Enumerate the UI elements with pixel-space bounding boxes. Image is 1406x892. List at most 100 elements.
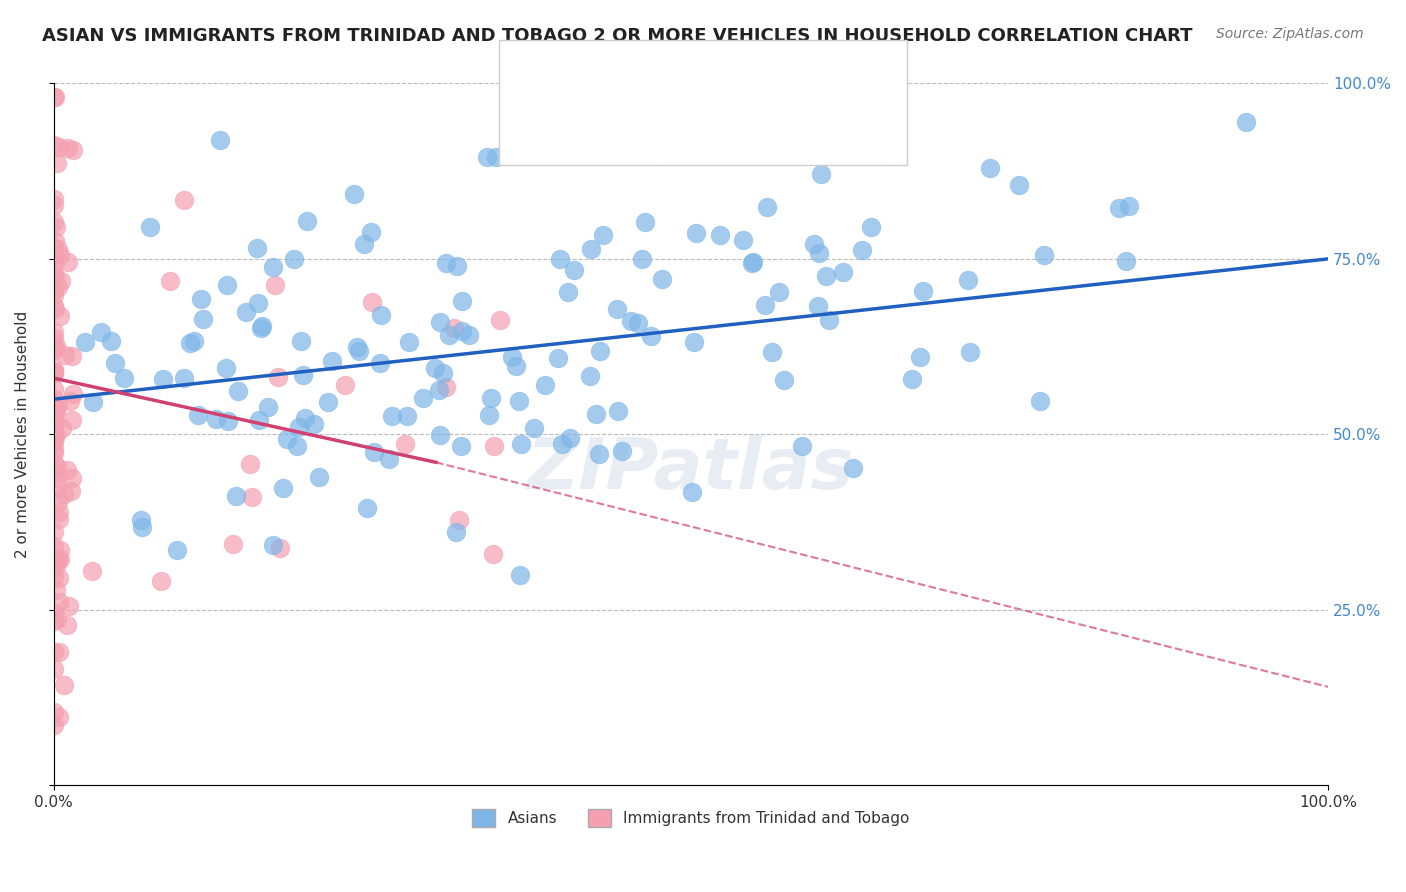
Point	[756, 200, 779, 214]
Point	[42, 562, 65, 576]
Point	[631, 252, 654, 266]
Point	[287, 420, 309, 434]
Point	[44, 90, 66, 104]
Point	[741, 255, 763, 269]
Point	[1029, 394, 1052, 409]
Point	[287, 439, 309, 453]
Point	[262, 538, 284, 552]
Point	[42, 326, 65, 340]
Point	[45, 481, 67, 495]
Point	[49, 274, 72, 288]
Point	[42, 198, 65, 212]
Point	[48, 571, 70, 585]
Point	[56, 617, 79, 632]
Point	[42, 398, 65, 412]
Point	[650, 148, 672, 162]
Legend: Asians, Immigrants from Trinidad and Tobago: Asians, Immigrants from Trinidad and Tob…	[467, 803, 915, 834]
Point	[271, 481, 294, 495]
Point	[42, 442, 65, 457]
Point	[488, 313, 510, 327]
Point	[457, 328, 479, 343]
Point	[152, 372, 174, 386]
Point	[547, 351, 569, 365]
Point	[321, 353, 343, 368]
Point	[451, 324, 474, 338]
Point	[42, 365, 65, 379]
Point	[44, 456, 66, 470]
Point	[1108, 202, 1130, 216]
Point	[150, 574, 173, 588]
Point	[381, 409, 404, 423]
Text: R =  0.344   N = 144: R = 0.344 N = 144	[567, 67, 755, 85]
Point	[607, 404, 630, 418]
Point	[44, 270, 66, 285]
Point	[239, 457, 262, 471]
Point	[485, 150, 508, 164]
Point	[45, 339, 67, 353]
Point	[131, 520, 153, 534]
Point	[249, 413, 271, 427]
Point	[447, 513, 470, 527]
Point	[412, 391, 434, 405]
Point	[53, 487, 76, 501]
Point	[1008, 178, 1031, 192]
Text: R = -0.054   N =  116: R = -0.054 N = 116	[567, 112, 761, 129]
Point	[264, 277, 287, 292]
Point	[42, 554, 65, 568]
Point	[842, 461, 865, 475]
Point	[588, 447, 610, 461]
Point	[510, 437, 533, 451]
Point	[205, 412, 228, 426]
Point	[44, 256, 66, 270]
Point	[292, 368, 315, 382]
Point	[139, 219, 162, 234]
Point	[451, 294, 474, 309]
Point	[45, 403, 67, 417]
Point	[46, 280, 69, 294]
Point	[49, 552, 72, 566]
Point	[685, 226, 707, 240]
Point	[562, 263, 585, 277]
Point	[60, 349, 83, 363]
Point	[45, 612, 67, 626]
Point	[360, 225, 382, 239]
Point	[398, 334, 420, 349]
Point	[269, 541, 291, 555]
Point	[651, 271, 673, 285]
Point	[316, 394, 339, 409]
Point	[42, 705, 65, 719]
Point	[48, 595, 70, 609]
Point	[509, 567, 531, 582]
Point	[48, 710, 70, 724]
Point	[209, 133, 232, 147]
Point	[235, 305, 257, 319]
Point	[42, 138, 65, 153]
Point	[46, 156, 69, 170]
Point	[627, 316, 650, 330]
Point	[831, 265, 853, 279]
Point	[818, 312, 841, 326]
Point	[44, 551, 66, 566]
Point	[42, 240, 65, 254]
Point	[191, 312, 214, 326]
Point	[42, 446, 65, 460]
Point	[42, 365, 65, 379]
Point	[395, 409, 418, 423]
Point	[346, 340, 368, 354]
Point	[45, 219, 67, 234]
Point	[257, 401, 280, 415]
Point	[112, 371, 135, 385]
Point	[353, 237, 375, 252]
Point	[44, 234, 66, 248]
Point	[550, 436, 572, 450]
Point	[42, 614, 65, 628]
Point	[190, 292, 212, 306]
Point	[179, 336, 201, 351]
Point	[44, 395, 66, 409]
Point	[80, 564, 103, 578]
Point	[1234, 115, 1257, 129]
Point	[773, 373, 796, 387]
Point	[42, 343, 65, 358]
Point	[46, 399, 69, 413]
Point	[501, 350, 523, 364]
